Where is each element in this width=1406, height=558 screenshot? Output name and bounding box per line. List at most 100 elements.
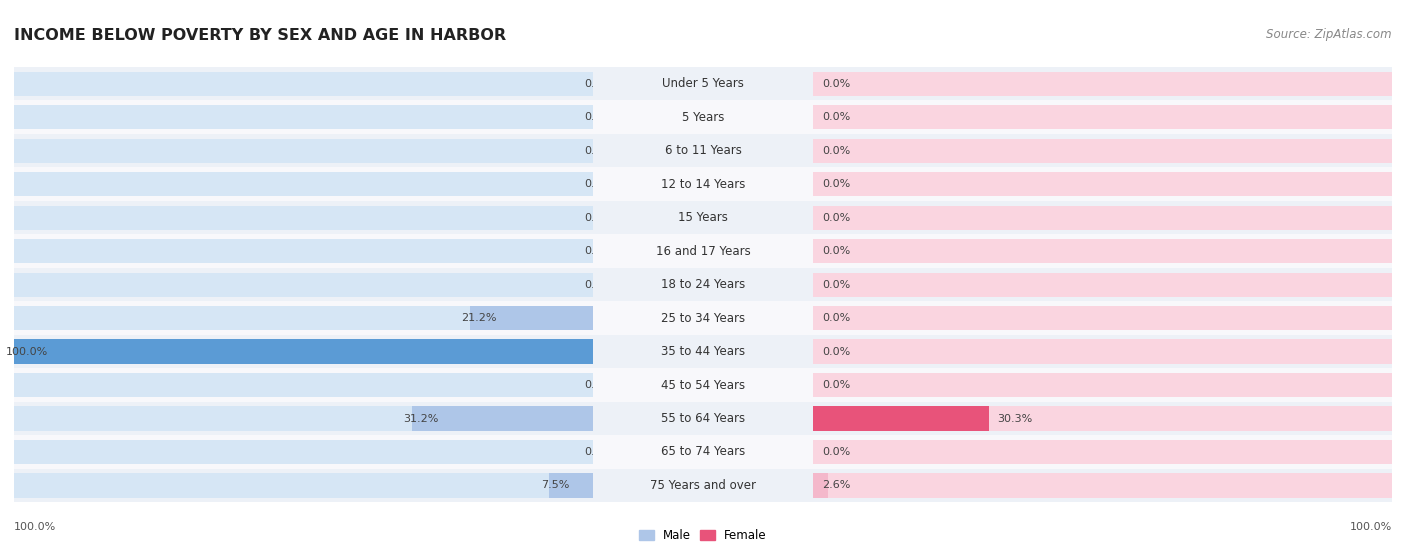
Text: 16 and 17 Years: 16 and 17 Years: [655, 244, 751, 258]
Bar: [0, 469, 1406, 502]
Bar: [14, 71, 593, 96]
Bar: [0, 167, 1406, 201]
Bar: [14, 373, 593, 397]
Legend: Male, Female: Male, Female: [634, 524, 772, 546]
Bar: [0, 368, 1406, 402]
Bar: [14, 339, 593, 364]
Bar: [0, 469, 1406, 502]
Bar: [813, 440, 1392, 464]
Bar: [0, 301, 1406, 335]
Bar: [813, 306, 1392, 330]
Bar: [14, 440, 593, 464]
Text: 7.5%: 7.5%: [541, 480, 569, 490]
Bar: [0, 335, 1406, 368]
Bar: [550, 473, 593, 498]
Bar: [0, 167, 1406, 201]
Text: 12 to 14 Years: 12 to 14 Years: [661, 177, 745, 191]
Text: 45 to 54 Years: 45 to 54 Years: [661, 378, 745, 392]
Text: Source: ZipAtlas.com: Source: ZipAtlas.com: [1267, 28, 1392, 41]
Bar: [0, 100, 1406, 134]
Text: 0.0%: 0.0%: [823, 79, 851, 89]
Bar: [0, 134, 1406, 167]
Bar: [0, 201, 1406, 234]
Text: 0.0%: 0.0%: [583, 179, 613, 189]
Bar: [0, 67, 1406, 100]
Bar: [14, 105, 593, 129]
Bar: [0, 435, 1406, 469]
Bar: [14, 339, 593, 364]
Text: 0.0%: 0.0%: [583, 213, 613, 223]
Bar: [0, 402, 1406, 435]
Text: 0.0%: 0.0%: [583, 280, 613, 290]
Bar: [412, 406, 593, 431]
Text: 35 to 44 Years: 35 to 44 Years: [661, 345, 745, 358]
Bar: [813, 272, 1392, 297]
Bar: [14, 473, 593, 498]
Text: 0.0%: 0.0%: [823, 347, 851, 357]
Bar: [813, 406, 988, 431]
Bar: [0, 335, 1406, 368]
Bar: [813, 71, 1392, 96]
Text: 30.3%: 30.3%: [997, 413, 1032, 424]
Bar: [14, 272, 593, 297]
Text: 0.0%: 0.0%: [823, 179, 851, 189]
Bar: [0, 100, 1406, 134]
Bar: [813, 473, 828, 498]
Bar: [0, 335, 1406, 368]
Text: 25 to 34 Years: 25 to 34 Years: [661, 311, 745, 325]
Text: 5 Years: 5 Years: [682, 110, 724, 124]
Text: 0.0%: 0.0%: [823, 213, 851, 223]
Text: 100.0%: 100.0%: [14, 522, 56, 532]
Bar: [0, 368, 1406, 402]
Bar: [0, 67, 1406, 100]
Bar: [14, 306, 593, 330]
Text: 6 to 11 Years: 6 to 11 Years: [665, 144, 741, 157]
Text: 55 to 64 Years: 55 to 64 Years: [661, 412, 745, 425]
Text: 0.0%: 0.0%: [583, 380, 613, 390]
Text: 0.0%: 0.0%: [583, 246, 613, 256]
Text: 0.0%: 0.0%: [583, 447, 613, 457]
Bar: [14, 239, 593, 263]
Text: 31.2%: 31.2%: [404, 413, 439, 424]
Bar: [813, 172, 1392, 196]
Text: 0.0%: 0.0%: [823, 246, 851, 256]
Bar: [813, 339, 1392, 364]
Text: 0.0%: 0.0%: [823, 112, 851, 122]
Text: 0.0%: 0.0%: [583, 112, 613, 122]
Bar: [813, 373, 1392, 397]
Text: 75 Years and over: 75 Years and over: [650, 479, 756, 492]
Bar: [813, 239, 1392, 263]
Bar: [813, 138, 1392, 163]
Text: Under 5 Years: Under 5 Years: [662, 77, 744, 90]
Text: 0.0%: 0.0%: [823, 280, 851, 290]
Bar: [470, 306, 593, 330]
Bar: [0, 234, 1406, 268]
Bar: [813, 406, 1392, 431]
Text: 21.2%: 21.2%: [461, 313, 496, 323]
Bar: [813, 473, 1392, 498]
Bar: [0, 368, 1406, 402]
Bar: [14, 138, 593, 163]
Text: 0.0%: 0.0%: [823, 380, 851, 390]
Bar: [813, 105, 1392, 129]
Text: 0.0%: 0.0%: [583, 79, 613, 89]
Bar: [14, 205, 593, 230]
Bar: [0, 402, 1406, 435]
Bar: [0, 268, 1406, 301]
Bar: [0, 268, 1406, 301]
Bar: [0, 301, 1406, 335]
Bar: [0, 268, 1406, 301]
Bar: [14, 406, 593, 431]
Bar: [0, 67, 1406, 100]
Text: 18 to 24 Years: 18 to 24 Years: [661, 278, 745, 291]
Text: 65 to 74 Years: 65 to 74 Years: [661, 445, 745, 459]
Text: 2.6%: 2.6%: [823, 480, 851, 490]
Text: 0.0%: 0.0%: [823, 447, 851, 457]
Bar: [0, 100, 1406, 134]
Bar: [0, 134, 1406, 167]
Bar: [0, 201, 1406, 234]
Text: INCOME BELOW POVERTY BY SEX AND AGE IN HARBOR: INCOME BELOW POVERTY BY SEX AND AGE IN H…: [14, 28, 506, 43]
Text: 0.0%: 0.0%: [823, 146, 851, 156]
Text: 100.0%: 100.0%: [6, 347, 48, 357]
Bar: [0, 469, 1406, 502]
